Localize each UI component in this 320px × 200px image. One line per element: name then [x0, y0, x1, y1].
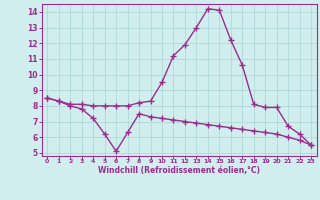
X-axis label: Windchill (Refroidissement éolien,°C): Windchill (Refroidissement éolien,°C): [98, 166, 260, 175]
